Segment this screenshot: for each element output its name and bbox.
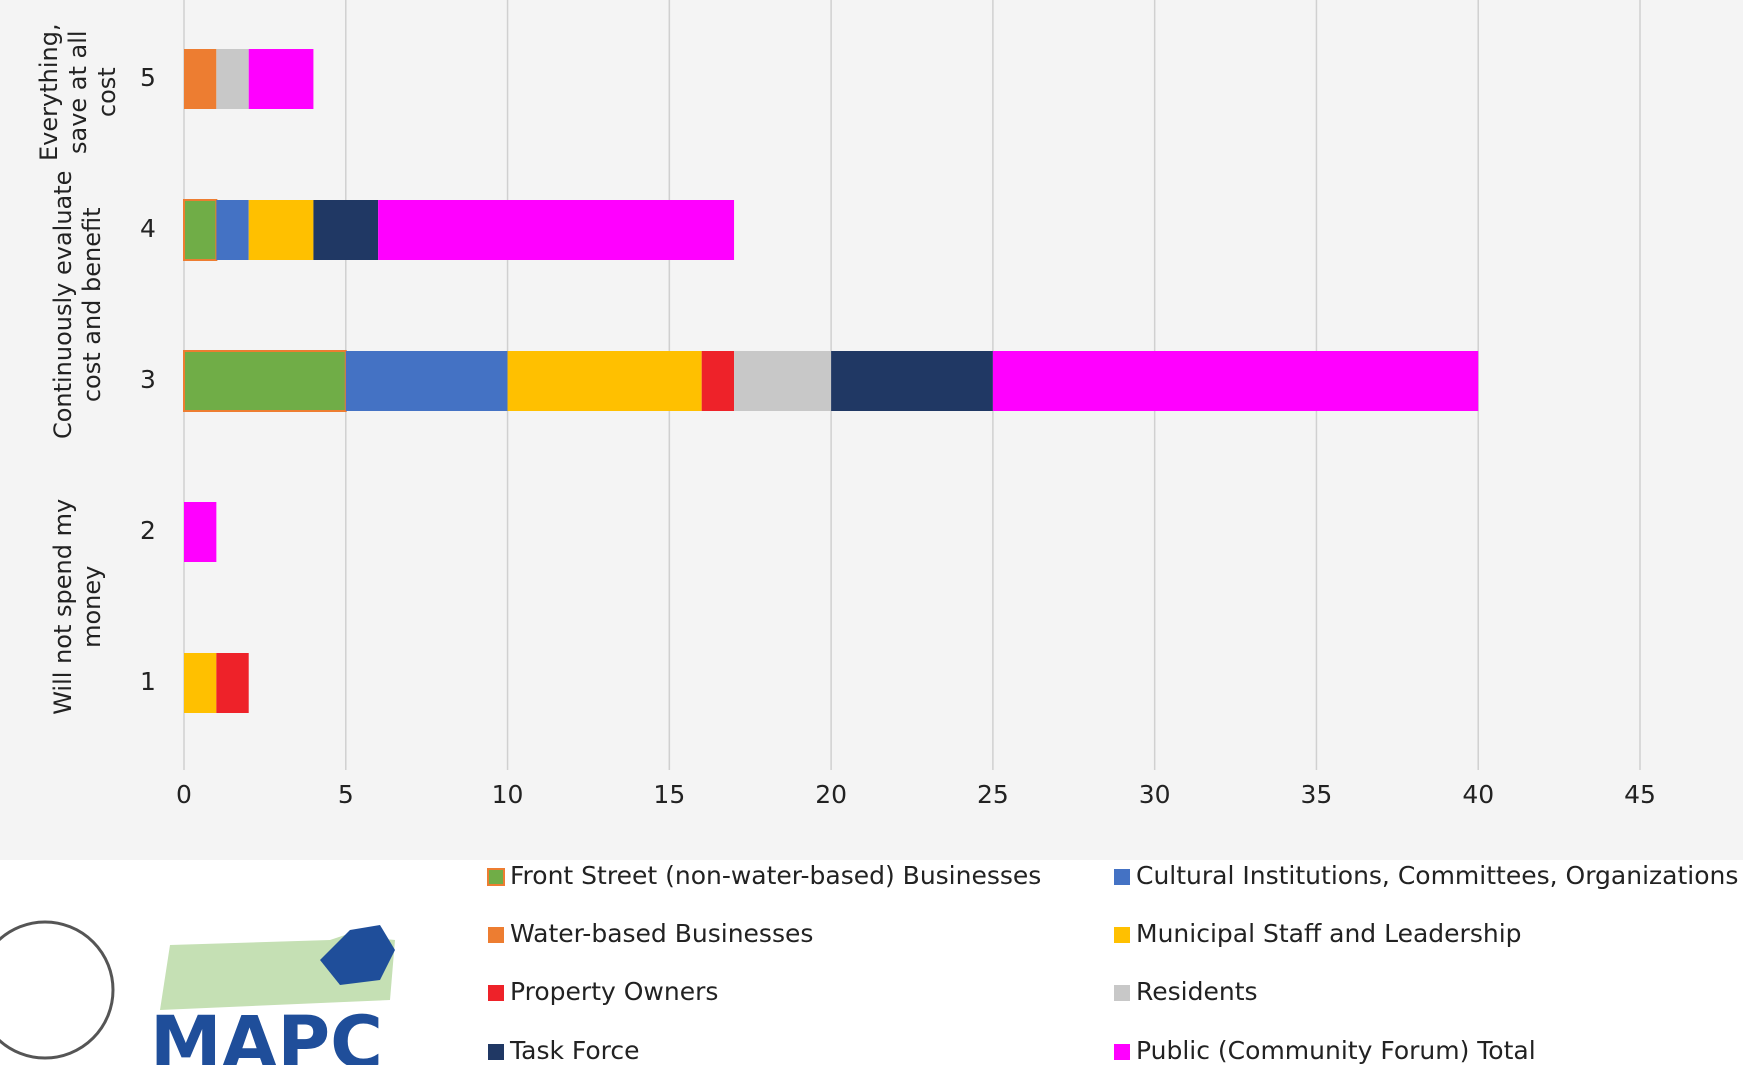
legend-label: Residents (1136, 977, 1258, 1006)
x-tick-label: 40 (1462, 780, 1494, 809)
bar-segment (345, 351, 508, 411)
y-group-label: Continuously evaluate cost and benefit (49, 170, 106, 439)
bar-segment (184, 502, 217, 562)
legend-label: Cultural Institutions, Committees, Organ… (1136, 861, 1738, 890)
legend-swatch (1114, 869, 1130, 885)
x-tick-label: 20 (815, 780, 847, 809)
y-tick-label: 1 (140, 667, 156, 696)
legend-item: Task Force (488, 1036, 640, 1065)
y-group-label: Everything, save at all cost (34, 23, 121, 161)
bar-segment (183, 350, 347, 412)
legend-item: Residents (1114, 977, 1258, 1006)
legend-label: Municipal Staff and Leadership (1136, 919, 1522, 948)
x-tick-label: 15 (653, 780, 685, 809)
legend-swatch (1114, 1044, 1130, 1060)
bar-segment (184, 49, 217, 109)
legend-swatch (1114, 985, 1130, 1001)
legend-swatch (488, 985, 504, 1001)
bar-segment (216, 653, 249, 713)
legend-label: Water-based Businesses (510, 919, 813, 948)
x-tick-label: 45 (1624, 780, 1656, 809)
bar-segment (248, 200, 314, 260)
background-photo (0, 0, 1743, 860)
bar-segment (992, 351, 1479, 411)
legend-item: Cultural Institutions, Committees, Organ… (1114, 861, 1738, 890)
legend-item: Public (Community Forum) Total (1114, 1036, 1536, 1065)
bar-segment (216, 49, 249, 109)
bar-segment (701, 351, 735, 411)
legend-item: Municipal Staff and Leadership (1114, 919, 1522, 948)
x-tick-label: 35 (1301, 780, 1333, 809)
bar-segment (183, 199, 218, 261)
legend-swatch (488, 1044, 504, 1060)
bar-segment (831, 351, 993, 411)
bar-segment (734, 351, 832, 411)
legend-label: Public (Community Forum) Total (1136, 1036, 1536, 1065)
logo-text: MAPC (150, 1001, 383, 1065)
legend-label: Property Owners (510, 977, 718, 1006)
logo-area: MAPC (0, 920, 395, 1065)
x-tick-label: 30 (1139, 780, 1171, 809)
bar-segment (507, 351, 702, 411)
seal (0, 920, 115, 1060)
legend-item: Property Owners (488, 977, 718, 1006)
y-tick-label: 4 (140, 214, 156, 243)
legend-item: Water-based Businesses (488, 919, 813, 948)
bar-segment (184, 653, 217, 713)
x-tick-label: 10 (492, 780, 524, 809)
bar-segment (248, 49, 314, 109)
legend-swatch (1114, 927, 1130, 943)
legend-label: Task Force (509, 1036, 640, 1065)
y-tick-label: 3 (140, 365, 156, 394)
legend-label: Front Street (non-water-based) Businesse… (510, 861, 1041, 890)
bar-segment (216, 200, 249, 260)
y-tick-label: 2 (140, 516, 156, 545)
x-tick-label: 5 (338, 780, 354, 809)
y-tick-label: 5 (140, 63, 156, 92)
y-group-label: Will not spend my money (49, 498, 106, 715)
legend-swatch (487, 868, 505, 886)
legend-swatch (488, 927, 504, 943)
bar-segment (378, 200, 735, 260)
map-region (320, 925, 395, 985)
x-tick-label: 25 (977, 780, 1009, 809)
x-tick-label: 0 (176, 780, 192, 809)
bar-segment (313, 200, 379, 260)
legend-item: Front Street (non-water-based) Businesse… (487, 861, 1041, 890)
